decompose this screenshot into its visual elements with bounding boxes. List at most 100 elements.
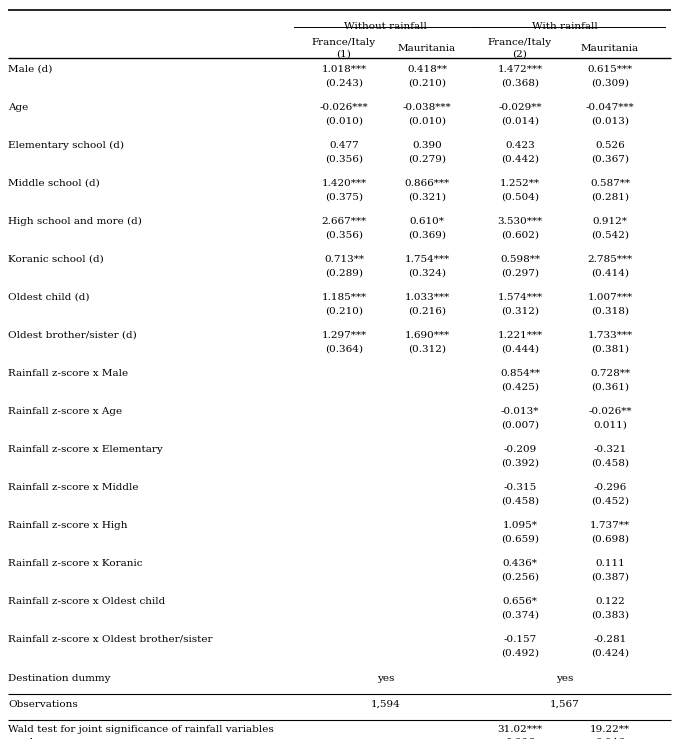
Text: (0.289): (0.289) [325, 269, 363, 278]
Text: 0.423: 0.423 [505, 141, 535, 150]
Text: 31.02***: 31.02*** [498, 725, 543, 734]
Text: (0.414): (0.414) [591, 269, 629, 278]
Text: (2): (2) [513, 50, 528, 59]
Text: 0.006: 0.006 [505, 738, 535, 739]
Text: (0.216): (0.216) [408, 307, 446, 316]
Text: Koranic school (d): Koranic school (d) [8, 255, 104, 264]
Text: Rainfall z-score x Male: Rainfall z-score x Male [8, 369, 128, 378]
Text: 1.297***: 1.297*** [321, 331, 367, 340]
Text: 1.185***: 1.185*** [321, 293, 367, 302]
Text: (0.542): (0.542) [591, 231, 629, 240]
Text: Rainfall z-score x Koranic: Rainfall z-score x Koranic [8, 559, 143, 568]
Text: Rainfall z-score x Elementary: Rainfall z-score x Elementary [8, 445, 163, 454]
Text: Without rainfall: Without rainfall [344, 22, 427, 31]
Text: (0.318): (0.318) [591, 307, 629, 316]
Text: (0.014): (0.014) [501, 117, 539, 126]
Text: (0.013): (0.013) [591, 117, 629, 126]
Text: (0.210): (0.210) [325, 307, 363, 316]
Text: Oldest brother/sister (d): Oldest brother/sister (d) [8, 331, 136, 340]
Text: (0.425): (0.425) [501, 383, 539, 392]
Text: 1.018***: 1.018*** [321, 65, 367, 74]
Text: yes: yes [377, 674, 394, 683]
Text: (0.458): (0.458) [501, 497, 539, 506]
Text: 1.472***: 1.472*** [498, 65, 543, 74]
Text: (0.492): (0.492) [501, 649, 539, 658]
Text: (0.312): (0.312) [501, 307, 539, 316]
Text: (1): (1) [337, 50, 352, 59]
Text: -0.013*: -0.013* [501, 407, 539, 416]
Text: 0.011): 0.011) [593, 421, 627, 430]
Text: (0.243): (0.243) [325, 79, 363, 88]
Text: (0.010): (0.010) [325, 117, 363, 126]
Text: (0.007): (0.007) [501, 421, 539, 430]
Text: (0.698): (0.698) [591, 535, 629, 544]
Text: 1.737**: 1.737** [590, 521, 630, 530]
Text: (0.442): (0.442) [501, 155, 539, 164]
Text: 2.667***: 2.667*** [321, 217, 367, 226]
Text: Observations: Observations [8, 700, 78, 709]
Text: Middle school (d): Middle school (d) [8, 179, 100, 188]
Text: (0.356): (0.356) [325, 231, 363, 240]
Text: 0.854**: 0.854** [500, 369, 540, 378]
Text: (0.458): (0.458) [591, 459, 629, 468]
Text: 0.587**: 0.587** [590, 179, 630, 188]
Text: With rainfall: With rainfall [532, 22, 598, 31]
Text: Rainfall z-score x Oldest child: Rainfall z-score x Oldest child [8, 597, 165, 606]
Text: (0.368): (0.368) [501, 79, 539, 88]
Text: 0.390: 0.390 [412, 141, 442, 150]
Text: (0.424): (0.424) [591, 649, 629, 658]
Text: High school and more (d): High school and more (d) [8, 217, 142, 226]
Text: 0.615***: 0.615*** [587, 65, 633, 74]
Text: (0.381): (0.381) [591, 345, 629, 354]
Text: -0.026***: -0.026*** [320, 103, 368, 112]
Text: 1.095*: 1.095* [502, 521, 538, 530]
Text: (0.356): (0.356) [325, 155, 363, 164]
Text: (0.659): (0.659) [501, 535, 539, 544]
Text: 3.530***: 3.530*** [498, 217, 543, 226]
Text: (0.256): (0.256) [501, 573, 539, 582]
Text: 1.754***: 1.754*** [405, 255, 449, 264]
Text: p-value: p-value [8, 738, 46, 739]
Text: (0.309): (0.309) [591, 79, 629, 88]
Text: (0.369): (0.369) [408, 231, 446, 240]
Text: 1.252**: 1.252** [500, 179, 540, 188]
Text: -0.315: -0.315 [503, 483, 536, 492]
Text: 1.420***: 1.420*** [321, 179, 367, 188]
Text: (0.383): (0.383) [591, 611, 629, 620]
Text: Oldest child (d): Oldest child (d) [8, 293, 90, 302]
Text: Destination dummy: Destination dummy [8, 674, 111, 683]
Text: 1.033***: 1.033*** [405, 293, 449, 302]
Text: Rainfall z-score x High: Rainfall z-score x High [8, 521, 128, 530]
Text: 1,594: 1,594 [371, 700, 401, 709]
Text: (0.321): (0.321) [408, 193, 446, 202]
Text: 19.22**: 19.22** [590, 725, 630, 734]
Text: (0.279): (0.279) [408, 155, 446, 164]
Text: 0.866***: 0.866*** [405, 179, 449, 188]
Text: (0.452): (0.452) [591, 497, 629, 506]
Text: 2.785***: 2.785*** [587, 255, 633, 264]
Text: 0.912*: 0.912* [593, 217, 627, 226]
Text: (0.504): (0.504) [501, 193, 539, 202]
Text: 0.610*: 0.610* [409, 217, 445, 226]
Text: (0.324): (0.324) [408, 269, 446, 278]
Text: 0.122: 0.122 [595, 597, 625, 606]
Text: 0.713**: 0.713** [324, 255, 364, 264]
Text: 0.436*: 0.436* [502, 559, 538, 568]
Text: (0.312): (0.312) [408, 345, 446, 354]
Text: 0.418**: 0.418** [407, 65, 447, 74]
Text: Wald test for joint significance of rainfall variables: Wald test for joint significance of rain… [8, 725, 274, 734]
Text: (0.361): (0.361) [591, 383, 629, 392]
Text: France/Italy: France/Italy [488, 38, 552, 47]
Text: (0.210): (0.210) [408, 79, 446, 88]
Text: Age: Age [8, 103, 29, 112]
Text: 1.574***: 1.574*** [498, 293, 543, 302]
Text: -0.209: -0.209 [503, 445, 536, 454]
Text: 0.046: 0.046 [595, 738, 625, 739]
Text: 1.690***: 1.690*** [405, 331, 449, 340]
Text: Mauritania: Mauritania [581, 44, 639, 53]
Text: -0.296: -0.296 [593, 483, 627, 492]
Text: -0.157: -0.157 [503, 635, 536, 644]
Text: France/Italy: France/Italy [312, 38, 376, 47]
Text: (0.444): (0.444) [501, 345, 539, 354]
Text: (0.364): (0.364) [325, 345, 363, 354]
